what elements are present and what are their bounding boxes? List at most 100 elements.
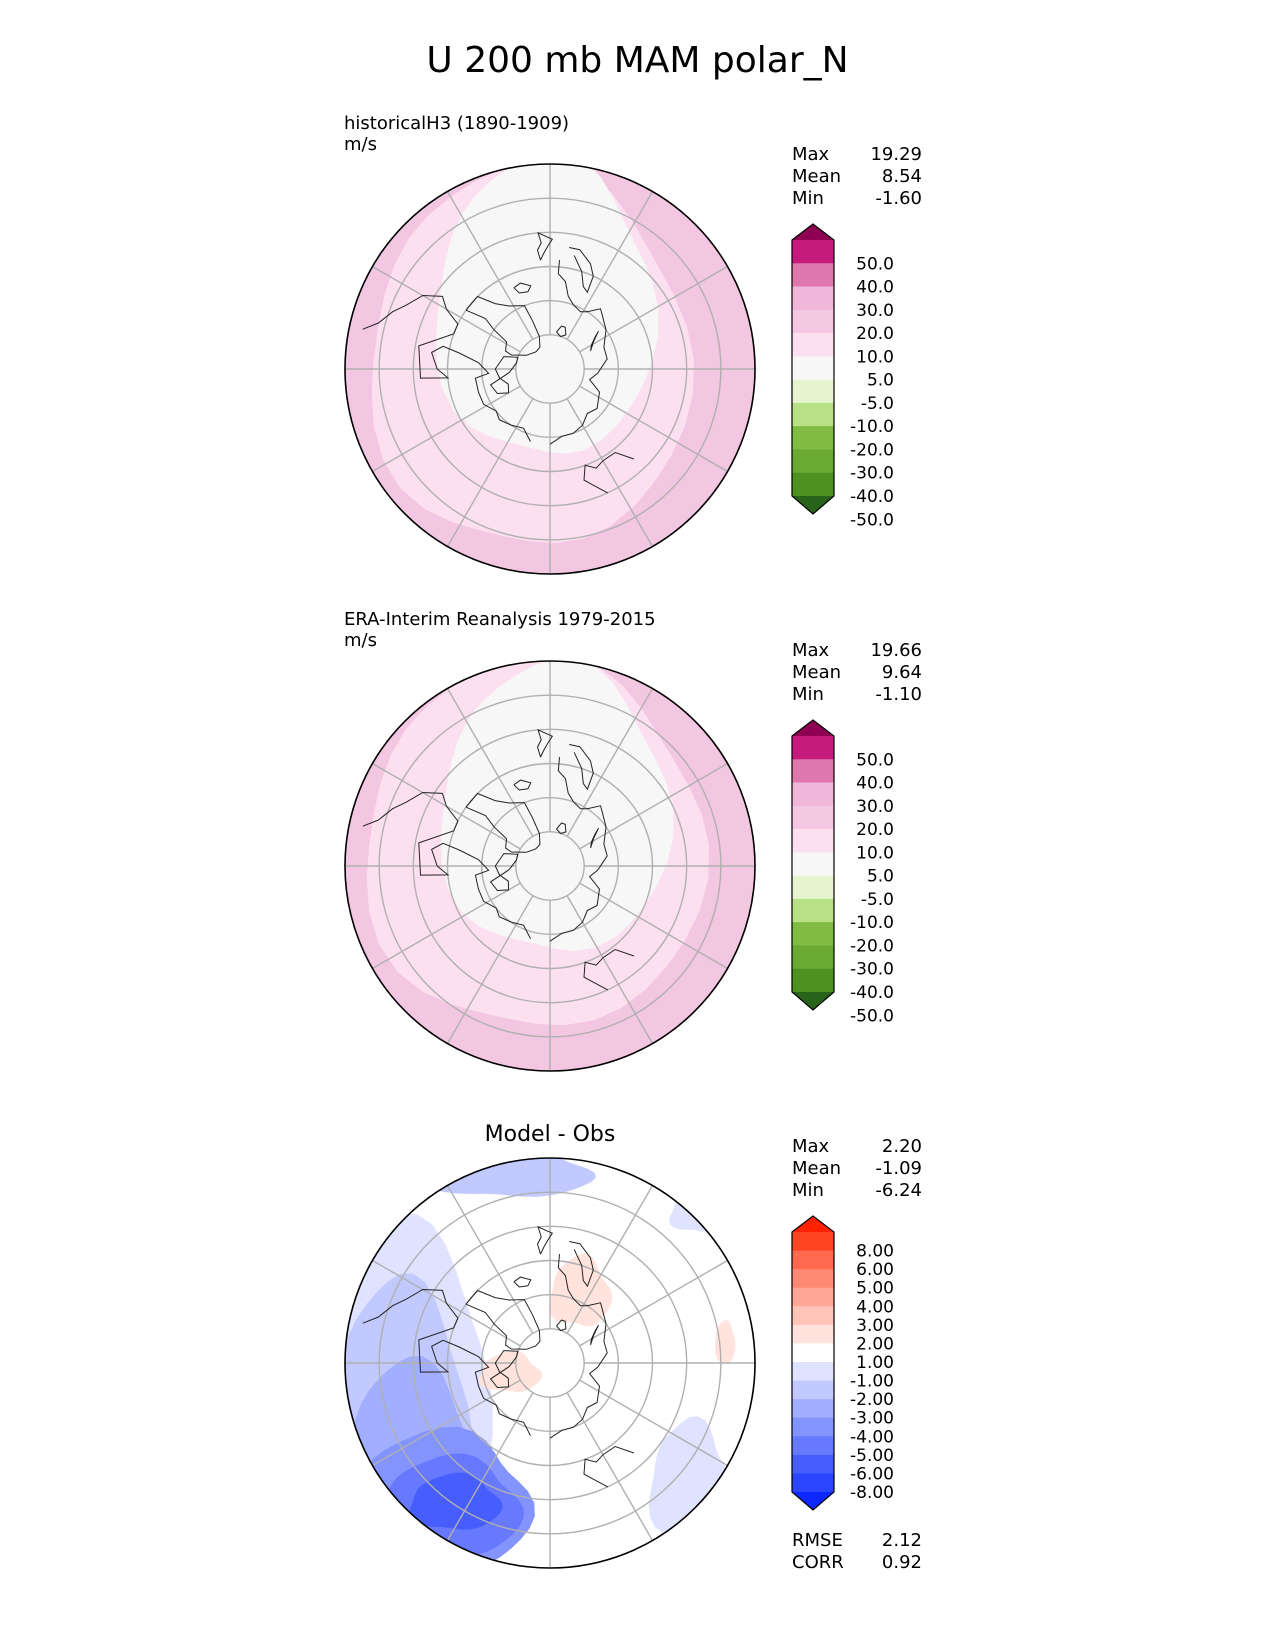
panel-3-stat-mean-label: Mean <box>792 1158 842 1179</box>
colorbar-tick-label: -30.0 <box>850 960 894 980</box>
colorbar-tick-label: 30.0 <box>856 301 894 321</box>
longitude-gridline <box>579 385 728 473</box>
colorbar-tick-label: 6.00 <box>856 1260 894 1280</box>
colorbar-segment <box>792 968 834 993</box>
colorbar-segment <box>792 240 834 264</box>
colorbar-segment <box>792 1473 834 1493</box>
longitude-gridline <box>446 191 534 340</box>
longitude-gridline <box>446 688 534 837</box>
panel-2-stat-max-value: 19.66 <box>870 640 922 661</box>
colorbar-bottom-extension <box>792 1492 834 1510</box>
coastline <box>583 1445 635 1488</box>
panel-3-stat-corr-value: 0.92 <box>881 1552 922 1573</box>
panel-3-title: Model - Obs <box>484 1122 616 1147</box>
coastline <box>556 822 567 835</box>
panel-2-title: ERA-Interim Reanalysis 1979-2015 m/s <box>344 609 656 651</box>
colorbar-segment <box>792 829 834 853</box>
colorbar-tick-label: 40.0 <box>856 774 894 794</box>
longitude-gridline <box>579 762 728 850</box>
coastline <box>549 260 608 445</box>
coastline <box>536 728 554 758</box>
longitude-gridline <box>579 1259 728 1347</box>
colorbar-tick-label: 5.0 <box>867 867 894 887</box>
colorbar-segment <box>792 333 834 357</box>
colorbar-tick-label: 50.0 <box>856 750 894 770</box>
map-boundary <box>344 660 756 1072</box>
coastline <box>465 792 541 853</box>
coastline <box>465 295 541 356</box>
longitude-gridline <box>566 688 654 837</box>
panel-2-stats: Max 19.66 Mean 9.64 Min -1.10 <box>792 640 922 706</box>
coastline <box>489 356 519 395</box>
coastline <box>549 1254 608 1439</box>
panel-2-stat-min: Min -1.10 <box>792 684 922 706</box>
panel-3-stat-min: Min -6.24 <box>792 1180 922 1202</box>
panel-1-stat-mean-value: 8.54 <box>881 166 922 187</box>
colorbar-tick-label: -40.0 <box>850 487 894 507</box>
panel-3-stat-corr-label: CORR <box>792 1552 844 1573</box>
colorbar-segment <box>792 898 834 923</box>
panel-1-stat-max-value: 19.29 <box>870 144 922 165</box>
colorbar-segment <box>792 402 834 427</box>
panel-1-map <box>344 163 756 575</box>
coastline <box>536 231 554 261</box>
field-contour <box>479 1350 543 1392</box>
longitude-gridline <box>446 895 534 1044</box>
colorbar-segment <box>792 379 834 404</box>
coastline <box>590 827 599 849</box>
colorbar-segment <box>792 1324 834 1345</box>
coastline <box>489 853 519 892</box>
colorbar-tick-label: 5.0 <box>867 371 894 391</box>
coastline <box>465 1289 541 1350</box>
coastline <box>513 282 532 294</box>
panel-2-stat-mean-label: Mean <box>792 662 842 683</box>
colorbar-segment <box>792 1269 834 1289</box>
colorbar-outline <box>791 1215 835 1511</box>
longitude-gridline <box>579 265 728 353</box>
colorbar-segment <box>792 922 834 947</box>
panel-3-stat-rmse: RMSE 2.12 <box>792 1530 922 1552</box>
colorbar-segment <box>792 1454 834 1475</box>
colorbar-tick-label: -5.0 <box>861 890 894 910</box>
longitude-gridline <box>446 1392 534 1541</box>
panel-3-stat-mean: Mean -1.09 <box>792 1158 922 1180</box>
coastline <box>569 247 594 294</box>
colorbar-segment <box>792 782 834 807</box>
panel-3-stat-min-value: -6.24 <box>875 1180 922 1201</box>
colorbar-tick-label: -10.0 <box>850 417 894 437</box>
panel-3-stats: Max 2.20 Mean -1.09 Min -6.24 <box>792 1136 922 1202</box>
longitude-gridline <box>566 1392 654 1541</box>
coastline <box>362 1288 531 1436</box>
coastline <box>556 325 567 338</box>
panel-2-colorbar: 50.0 40.0 30.0 20.0 10.0 5.0 -5.0 -10.0 -20.0 -30… <box>791 719 894 1026</box>
map-field <box>345 164 755 574</box>
longitude-gridline <box>372 385 521 473</box>
field-contour <box>441 661 674 951</box>
colorbar-tick-label: -5.00 <box>850 1446 894 1466</box>
coastline <box>513 1276 532 1288</box>
colorbar-segment <box>792 805 834 830</box>
panel-3-stat-max-value: 2.20 <box>881 1136 922 1157</box>
panel-3-stat-corr: CORR 0.92 <box>792 1552 922 1574</box>
colorbar-tick-label: 10.0 <box>856 347 894 367</box>
colorbar-segment <box>792 1362 834 1382</box>
coastline <box>583 948 635 991</box>
colorbar-segment <box>792 472 834 497</box>
panel-3-stat-rmse-value: 2.12 <box>881 1530 922 1551</box>
panel-2-stat-mean-value: 9.64 <box>881 662 922 683</box>
colorbar-segment <box>792 945 834 970</box>
colorbar-segment <box>792 1399 834 1419</box>
colorbar-outline <box>791 223 835 515</box>
panel-3-error-stats: RMSE 2.12 CORR 0.92 <box>792 1530 922 1574</box>
panel-2-map <box>344 660 756 1072</box>
colorbar-bottom-extension <box>792 496 834 514</box>
longitude-gridline <box>566 191 654 340</box>
colorbar-tick-label: -6.00 <box>850 1464 894 1484</box>
panel-1-stat-mean-label: Mean <box>792 166 842 187</box>
coastline <box>556 1319 567 1332</box>
field-contour <box>669 1190 733 1232</box>
colorbar-tick-label: -50.0 <box>850 1006 894 1026</box>
panel-2-stat-mean: Mean 9.64 <box>792 662 922 684</box>
colorbar-segment <box>792 1380 834 1400</box>
panel-2-stat-max: Max 19.66 <box>792 640 922 662</box>
